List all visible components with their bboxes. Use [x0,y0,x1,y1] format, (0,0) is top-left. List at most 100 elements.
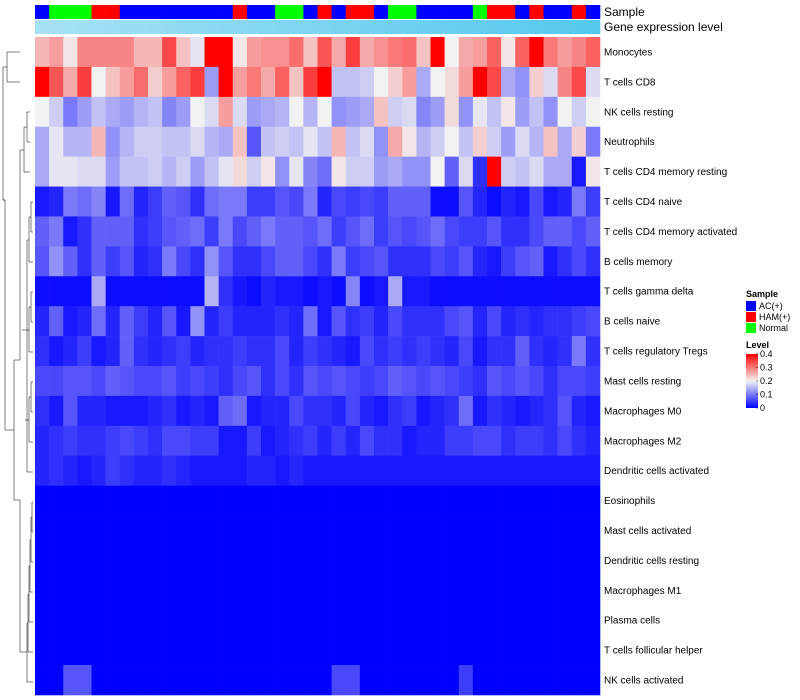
heatmap-cell [571,336,587,367]
heatmap-cell [487,455,502,486]
heatmap-cell [190,395,205,427]
gene-expression-annotation-cell [77,20,92,34]
heatmap-cell [63,575,78,606]
heatmap-cell [585,455,601,486]
heatmap-cell [444,37,460,68]
heatmap-cell [105,515,121,546]
legend-level-colorbar [746,354,758,408]
heatmap-cell [501,575,516,606]
sample-annotation-cell [374,5,389,19]
heatmap-cell [345,455,361,486]
heatmap-cell [190,515,205,546]
heatmap-cell [472,186,488,217]
heatmap-cell [444,665,460,696]
heatmap-cell [176,336,191,367]
heatmap-cell [91,216,106,247]
heatmap-cell [388,425,403,457]
heatmap-cell [416,186,431,217]
heatmap-cell [289,545,304,576]
heatmap-cell [444,455,460,486]
heatmap-cell [331,126,347,157]
heatmap-cell [77,665,92,696]
gene-expression-annotation-cell [204,20,219,34]
heatmap-cell [218,126,234,157]
heatmap-cell [35,575,50,606]
heatmap-cell [472,336,488,367]
heatmap-cell [402,545,417,576]
heatmap-cell [91,395,106,427]
heatmap-cell [133,66,149,98]
heatmap-cell [119,665,135,696]
gene-expression-annotation-cell [303,20,318,34]
sample-annotation-cell [77,5,92,19]
heatmap-cell [472,246,488,277]
heatmap-cell [388,455,403,486]
heatmap-cell [402,515,417,546]
legend-sample: Sample AC(+)HAM(+)Normal [746,289,790,333]
heatmap-cell [472,515,488,546]
heatmap-cell [359,366,375,397]
heatmap-cell [204,575,219,606]
heatmap-cell [374,395,389,427]
heatmap-cell [119,37,135,68]
heatmap-cell [63,425,78,457]
heatmap-cell [261,605,276,636]
heatmap-cell [289,336,304,367]
sample-annotation-cell [331,5,347,19]
heatmap-cell [190,635,205,666]
heatmap-cell [501,336,516,367]
heatmap-cell [148,126,163,157]
heatmap-cell [275,186,290,217]
heatmap-cell [246,37,262,68]
heatmap-cell [246,395,262,427]
heatmap-cell [133,545,149,576]
heatmap-cell [374,276,389,307]
heatmap-cell [501,395,516,427]
heatmap-cell [515,425,530,457]
heatmap-cell [331,66,347,98]
heatmap-cell [317,276,332,307]
heatmap-cell [359,635,375,666]
gene-expression-annotation-cell [374,20,389,34]
heatmap-cell [105,545,121,576]
heatmap-cell [261,37,276,68]
heatmap-cell [190,665,205,696]
heatmap-cell [374,635,389,666]
heatmap-cell [218,635,234,666]
heatmap-cell [458,276,474,307]
heatmap-cell [402,306,417,337]
legend-level-title: Level [746,340,769,350]
heatmap-cell [261,665,276,696]
heatmap-cell [232,425,248,457]
heatmap-cell [148,545,163,576]
heatmap-cells [35,37,601,696]
heatmap-cell [289,515,304,546]
heatmap-cell [162,156,177,187]
heatmap-cell [77,216,92,247]
heatmap-cell [359,37,375,68]
row-label: Plasma cells [604,616,660,627]
heatmap-cell [91,37,106,68]
heatmap-cell [133,96,149,128]
heatmap-cell [458,395,474,427]
heatmap-cell [105,186,121,217]
heatmap-cell [458,515,474,546]
heatmap-cell [246,276,262,307]
heatmap-cell [557,156,573,187]
heatmap-cell [49,455,64,486]
heatmap-cell [388,575,403,606]
heatmap-cell [374,66,389,98]
heatmap-cell [317,545,332,576]
sample-annotation-cell [190,5,205,19]
heatmap-cell [571,66,587,98]
heatmap-cell [472,455,488,486]
legend-level-tick-label: 0 [760,403,765,413]
heatmap-cell [529,216,544,247]
sample-annotation-cell [204,5,219,19]
heatmap-cell [430,575,445,606]
heatmap-cell [162,96,177,128]
heatmap-cell [529,336,544,367]
heatmap-cell [63,545,78,576]
heatmap-cell [402,665,417,696]
heatmap-cell [261,366,276,397]
